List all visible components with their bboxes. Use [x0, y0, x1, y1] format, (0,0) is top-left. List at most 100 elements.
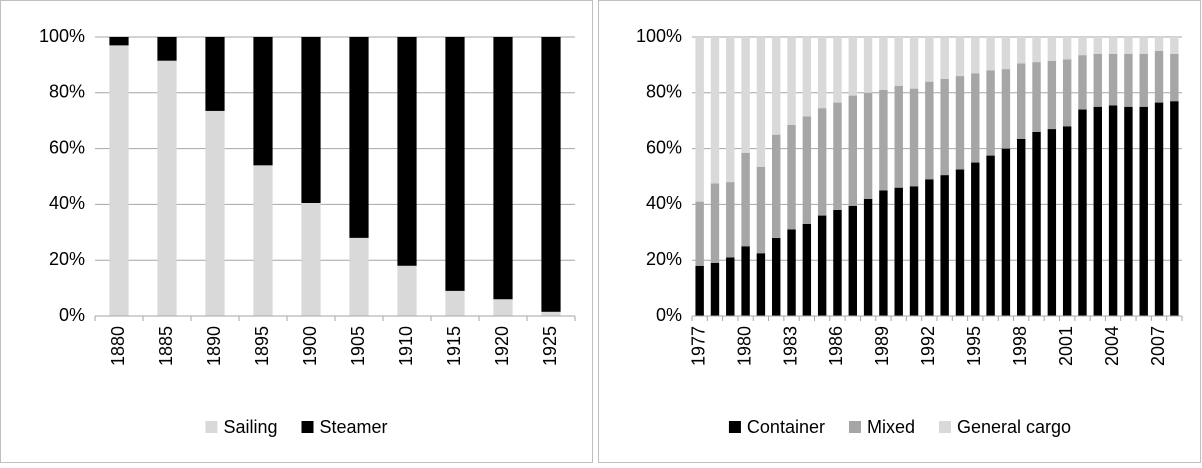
- x-tick-label: 1905: [348, 326, 368, 366]
- legend-swatch: [301, 421, 314, 433]
- bar-segment: [955, 37, 965, 77]
- bar-segment: [710, 37, 720, 184]
- bar-segment: [848, 37, 857, 96]
- bar-segment: [397, 37, 417, 266]
- bar-segment: [955, 169, 965, 316]
- x-tick-label: 1977: [688, 326, 708, 366]
- bar-segment: [1139, 53, 1148, 107]
- y-tick-label: 60%: [646, 137, 682, 157]
- y-tick-label: 80%: [646, 82, 682, 102]
- x-tick-label: 2007: [1148, 326, 1168, 366]
- x-tick-label: 1890: [204, 326, 224, 366]
- bar-segment: [1001, 69, 1011, 149]
- bar-segment: [726, 257, 735, 316]
- legend-label: Container: [747, 417, 825, 437]
- bar-segment: [772, 237, 781, 316]
- bar-segment: [1108, 53, 1118, 106]
- bar-segment: [1124, 53, 1133, 107]
- bar-segment: [253, 37, 273, 166]
- x-tick-label: 1920: [492, 326, 512, 366]
- x-tick-label: 1880: [108, 326, 128, 366]
- bar-segment: [925, 179, 934, 316]
- x-tick-label: 1995: [964, 326, 984, 366]
- x-tick-label: 1925: [540, 326, 560, 366]
- bar-segment: [1170, 37, 1179, 54]
- x-tick-label: 1900: [300, 326, 320, 366]
- bar-segment: [772, 37, 781, 135]
- bar-segment: [802, 116, 812, 224]
- bar-segment: [1062, 37, 1072, 60]
- x-tick-label: 1986: [826, 326, 846, 366]
- bar-segment: [833, 37, 842, 103]
- bar-segment: [848, 95, 857, 206]
- bar-segment: [157, 37, 177, 61]
- bar-segment: [397, 265, 417, 316]
- bar-segment: [157, 60, 177, 317]
- bar-segment: [1047, 37, 1057, 61]
- legend-label: Mixed: [867, 417, 915, 437]
- x-tick-label: 1992: [918, 326, 938, 366]
- bar-segment: [756, 253, 766, 316]
- bar-segment: [1032, 37, 1041, 63]
- bar-segment: [863, 92, 873, 199]
- y-tick-label: 40%: [49, 193, 85, 213]
- bar-segment: [1047, 60, 1057, 130]
- bar-segment: [1047, 129, 1057, 316]
- bar-segment: [695, 37, 704, 202]
- bar-segment: [493, 299, 513, 316]
- bar-segment: [349, 237, 369, 316]
- bar-segment: [726, 182, 735, 258]
- legend-swatch: [205, 421, 218, 433]
- bar-segment: [445, 290, 465, 316]
- x-tick-label: 1885: [156, 326, 176, 366]
- bar-segment: [787, 124, 796, 230]
- bar-segment: [986, 37, 995, 71]
- bar-segment: [109, 45, 129, 317]
- bar-segment: [1139, 106, 1148, 316]
- bar-segment: [756, 37, 766, 167]
- bar-segment: [1001, 148, 1011, 316]
- bar-segment: [1032, 62, 1041, 132]
- bar-segment: [1154, 102, 1164, 316]
- bar-segment: [940, 175, 949, 316]
- bar-segment: [925, 81, 934, 180]
- bar-segment: [1093, 106, 1102, 316]
- x-tick-label: 1910: [396, 326, 416, 366]
- bar-segment: [1124, 37, 1133, 54]
- bar-segment: [710, 183, 720, 263]
- y-tick-label: 20%: [49, 249, 85, 269]
- bar-segment: [1170, 53, 1179, 102]
- bar-segment: [817, 108, 827, 216]
- bar-segment: [1062, 59, 1072, 127]
- bar-segment: [205, 37, 225, 111]
- y-tick-label: 40%: [646, 193, 682, 213]
- bar-segment: [833, 209, 842, 316]
- x-tick-label: 1895: [252, 326, 272, 366]
- bar-segment: [1062, 126, 1072, 316]
- bar-segment: [971, 73, 980, 163]
- x-tick-label: 1998: [1010, 326, 1030, 366]
- bar-segment: [1139, 37, 1148, 54]
- bar-segment: [541, 37, 561, 312]
- x-tick-label: 1989: [872, 326, 892, 366]
- bar-segment: [1017, 63, 1026, 139]
- y-tick-label: 0%: [656, 305, 682, 325]
- bar-segment: [940, 37, 949, 79]
- legend-label: Sailing: [223, 417, 277, 437]
- bar-segment: [695, 265, 704, 316]
- bar-segment: [1078, 37, 1087, 56]
- bar-segment: [1170, 101, 1179, 316]
- bar-segment: [986, 155, 995, 316]
- bar-segment: [1078, 55, 1087, 110]
- bar-segment: [940, 78, 949, 176]
- bar-segment: [1093, 37, 1102, 54]
- bar-segment: [817, 37, 827, 109]
- bar-segment: [787, 37, 796, 125]
- bar-segment: [894, 187, 903, 316]
- bar-segment: [726, 37, 735, 183]
- bar-segment: [710, 262, 720, 316]
- bar-segment: [955, 76, 965, 170]
- bar-segment: [741, 246, 750, 316]
- bar-segment: [817, 215, 827, 316]
